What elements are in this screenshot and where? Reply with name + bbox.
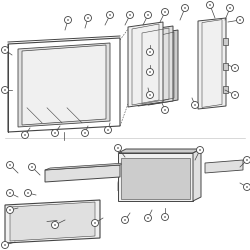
Polygon shape	[45, 165, 120, 182]
Circle shape	[149, 51, 151, 53]
Polygon shape	[193, 149, 201, 201]
Circle shape	[52, 222, 59, 228]
Polygon shape	[148, 30, 178, 105]
Circle shape	[182, 4, 188, 12]
Circle shape	[109, 14, 111, 16]
Circle shape	[146, 68, 154, 75]
Circle shape	[67, 19, 69, 21]
Circle shape	[84, 132, 86, 134]
Circle shape	[9, 192, 11, 194]
Polygon shape	[121, 158, 190, 199]
Circle shape	[234, 67, 236, 69]
Circle shape	[124, 219, 126, 221]
Circle shape	[27, 192, 29, 194]
Circle shape	[147, 14, 149, 16]
Circle shape	[92, 220, 98, 226]
Circle shape	[149, 71, 151, 73]
Circle shape	[162, 8, 168, 16]
Bar	[223, 86, 228, 93]
Circle shape	[236, 16, 244, 24]
Circle shape	[106, 12, 114, 18]
Circle shape	[246, 159, 248, 161]
Circle shape	[28, 164, 35, 170]
Circle shape	[54, 132, 56, 134]
Circle shape	[9, 164, 11, 166]
Circle shape	[22, 132, 29, 138]
Circle shape	[84, 14, 91, 21]
Polygon shape	[22, 45, 106, 125]
Circle shape	[192, 102, 198, 108]
Circle shape	[244, 156, 250, 164]
Circle shape	[229, 7, 231, 9]
Circle shape	[24, 134, 26, 136]
Circle shape	[164, 11, 166, 13]
Polygon shape	[118, 153, 193, 201]
Circle shape	[4, 49, 6, 51]
Circle shape	[162, 214, 168, 220]
Circle shape	[144, 214, 152, 222]
Circle shape	[239, 19, 241, 21]
Circle shape	[122, 216, 128, 224]
Bar	[223, 38, 228, 45]
Polygon shape	[10, 202, 95, 241]
Circle shape	[114, 144, 121, 152]
Circle shape	[196, 146, 203, 154]
Circle shape	[199, 149, 201, 151]
Circle shape	[107, 129, 109, 131]
Circle shape	[6, 162, 14, 168]
Circle shape	[4, 89, 6, 91]
Polygon shape	[45, 163, 125, 170]
Circle shape	[2, 86, 8, 94]
Circle shape	[117, 147, 119, 149]
Circle shape	[64, 16, 71, 24]
Circle shape	[209, 4, 211, 6]
Circle shape	[6, 206, 14, 214]
Circle shape	[244, 184, 250, 190]
Circle shape	[232, 92, 238, 98]
Circle shape	[87, 17, 89, 19]
Circle shape	[4, 244, 6, 246]
Polygon shape	[198, 18, 226, 109]
Circle shape	[164, 216, 166, 218]
Circle shape	[2, 46, 8, 54]
Circle shape	[24, 190, 32, 196]
Circle shape	[2, 242, 8, 248]
Circle shape	[94, 222, 96, 224]
Polygon shape	[18, 43, 110, 127]
Polygon shape	[118, 149, 201, 153]
Polygon shape	[5, 200, 100, 243]
Polygon shape	[118, 169, 120, 191]
Circle shape	[234, 94, 236, 96]
Polygon shape	[128, 22, 163, 107]
Circle shape	[246, 186, 248, 188]
Circle shape	[144, 12, 152, 18]
Circle shape	[9, 209, 11, 211]
Polygon shape	[138, 26, 173, 106]
Circle shape	[129, 14, 131, 16]
Circle shape	[226, 4, 234, 12]
Circle shape	[147, 217, 149, 219]
Circle shape	[149, 94, 151, 96]
Circle shape	[194, 104, 196, 106]
Circle shape	[31, 166, 33, 168]
Circle shape	[146, 92, 154, 98]
Circle shape	[82, 130, 88, 136]
Bar	[223, 63, 228, 70]
Circle shape	[104, 126, 112, 134]
Polygon shape	[205, 160, 243, 173]
Circle shape	[164, 109, 166, 111]
Circle shape	[206, 2, 214, 8]
Circle shape	[52, 130, 59, 136]
Circle shape	[146, 48, 154, 56]
Circle shape	[54, 224, 56, 226]
Circle shape	[162, 106, 168, 114]
Circle shape	[232, 64, 238, 71]
Circle shape	[184, 7, 186, 9]
Circle shape	[6, 190, 14, 196]
Circle shape	[126, 12, 134, 18]
